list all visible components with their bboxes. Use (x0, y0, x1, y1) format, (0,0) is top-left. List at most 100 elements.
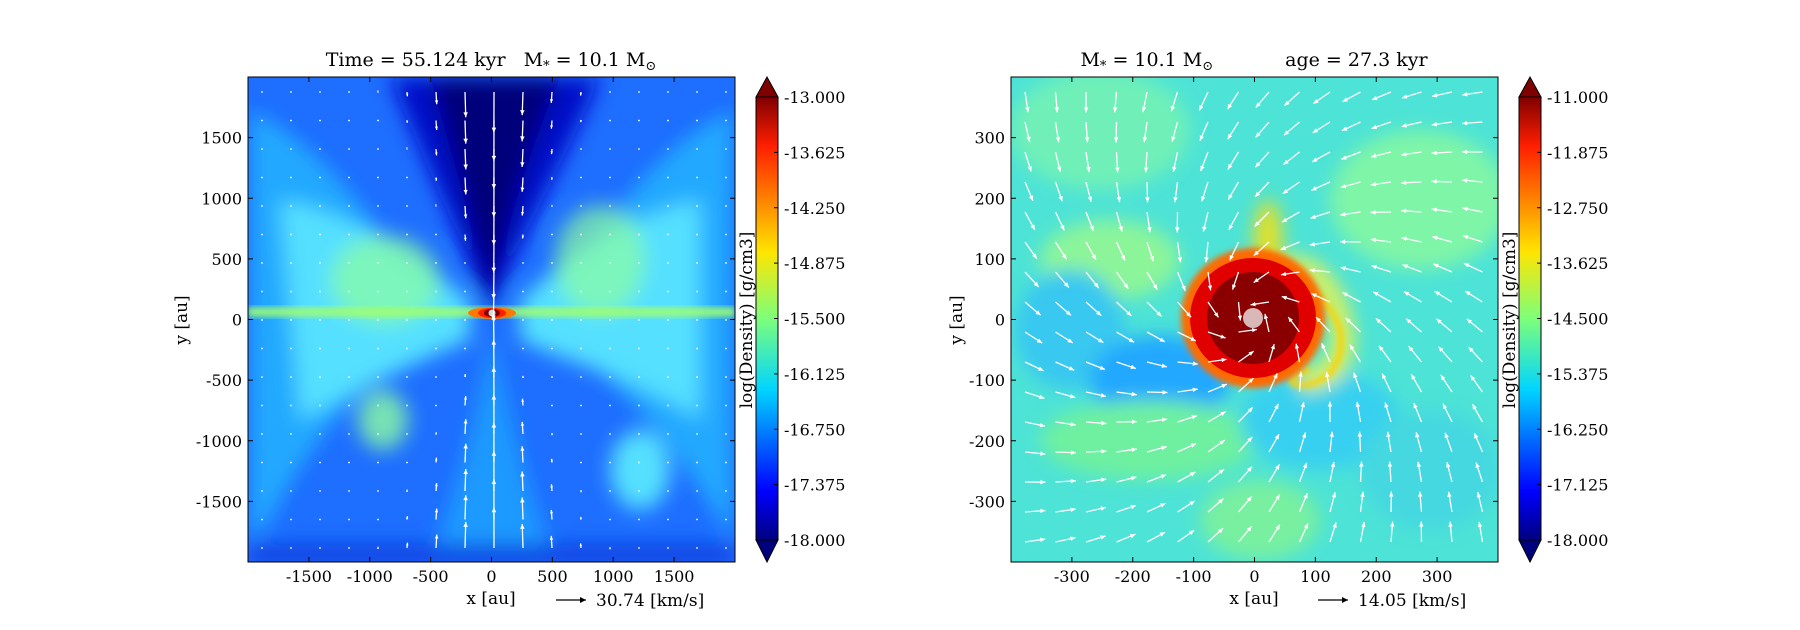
velocity-arrow (377, 176, 379, 179)
velocity-arrow-head (1353, 372, 1358, 379)
velocity-arrow-head (1476, 492, 1482, 498)
velocity-arrow-head (579, 92, 583, 96)
velocity-arrow (638, 119, 640, 122)
velocity-arrow-head (1084, 137, 1090, 143)
velocity-arrow (696, 205, 698, 207)
velocity-arrow (609, 404, 611, 407)
velocity-arrow-head (1462, 149, 1468, 155)
velocity-arrow (667, 205, 669, 207)
velocity-arrow-head (1247, 407, 1253, 413)
velocity-arrow (725, 376, 727, 378)
velocity-arrow (290, 233, 292, 236)
left-ytick-label: -500 (206, 371, 242, 390)
velocity-arrow (406, 233, 408, 236)
velocity-arrow-head (1431, 179, 1437, 184)
velocity-arrow (261, 205, 263, 207)
velocity-arrow (435, 290, 437, 293)
velocity-arrow-head (1228, 194, 1233, 200)
velocity-arrow (609, 461, 611, 464)
velocity-arrow-head (491, 339, 496, 345)
velocity-arrow-head (1357, 431, 1363, 437)
velocity-arrow-head (491, 366, 497, 372)
velocity-arrow-head (520, 446, 525, 451)
velocity-arrow-head (1217, 528, 1224, 534)
velocity-arrow (580, 205, 582, 207)
velocity-arrow-head (1028, 195, 1034, 201)
velocity-arrow-head (550, 151, 554, 155)
velocity-arrow (638, 518, 640, 521)
velocity-arrow-head (1188, 530, 1195, 535)
velocity-arrow-head (434, 204, 437, 207)
velocity-arrow-head (521, 235, 525, 239)
velocity-arrow (638, 433, 640, 435)
velocity-arrow-head (1161, 445, 1167, 451)
velocity-arrow-head (609, 547, 612, 550)
velocity-arrow-head (520, 162, 525, 167)
velocity-arrow (261, 290, 263, 293)
velocity-arrow (377, 119, 379, 122)
velocity-arrow-head (1466, 318, 1473, 324)
right-colorbar-tick-label: -18.000 (1547, 531, 1608, 550)
velocity-arrow-head (1096, 310, 1102, 316)
velocity-arrow (609, 376, 611, 378)
velocity-arrow-head (1040, 451, 1046, 456)
right-colorbar-tick-label: -12.750 (1547, 199, 1608, 218)
velocity-arrow-head (1298, 371, 1303, 377)
velocity-arrow-head (1447, 491, 1452, 498)
velocity-arrow (406, 404, 408, 407)
velocity-arrow-head (1248, 351, 1254, 356)
velocity-arrow-head (1419, 521, 1424, 527)
velocity-arrow-head (1250, 301, 1256, 307)
velocity-arrow-head (1359, 461, 1364, 467)
velocity-arrow (290, 518, 292, 521)
velocity-arrow-head (1274, 434, 1280, 440)
velocity-arrow (580, 433, 582, 435)
velocity-arrow-head (520, 110, 525, 116)
velocity-arrow-head (1417, 491, 1423, 497)
velocity-arrow-head (1086, 166, 1091, 173)
velocity-arrow-head (1253, 250, 1259, 256)
velocity-arrow-head (1315, 317, 1322, 323)
velocity-arrow-head (1161, 417, 1168, 423)
velocity-arrow-head (1436, 318, 1442, 324)
velocity-arrow (696, 176, 698, 179)
velocity-arrow (609, 319, 611, 321)
velocity-arrow (319, 148, 321, 150)
velocity-arrow-head (1329, 431, 1334, 437)
velocity-arrow (551, 347, 553, 350)
right-ytick-label: 300 (974, 129, 1005, 148)
velocity-arrow (551, 319, 553, 321)
velocity-arrow-head (1349, 344, 1355, 350)
velocity-arrow-head (1030, 224, 1035, 230)
velocity-arrow-head (1401, 123, 1407, 128)
velocity-arrow (638, 290, 640, 293)
velocity-arrow-head (1189, 472, 1196, 477)
velocity-arrow (319, 404, 321, 407)
velocity-arrow (667, 547, 669, 549)
velocity-arrow-head (405, 542, 409, 546)
velocity-arrow-head (1402, 264, 1408, 269)
velocity-arrow-head (1301, 432, 1307, 438)
velocity-arrow-head (1070, 536, 1076, 541)
velocity-arrow-head (550, 177, 554, 180)
velocity-arrow-head (1331, 492, 1337, 498)
velocity-arrow (609, 518, 611, 521)
left-colorbar-tick-label: -17.375 (784, 476, 845, 495)
velocity-arrow-head (1247, 436, 1253, 443)
velocity-arrow (290, 347, 292, 350)
velocity-arrow (609, 290, 611, 293)
velocity-arrow-head (1390, 521, 1395, 527)
velocity-arrow-head (1087, 196, 1093, 202)
velocity-arrow-head (1026, 136, 1031, 142)
velocity-arrow-head (1432, 93, 1438, 98)
velocity-arrow (348, 148, 350, 150)
velocity-arrow-head (1375, 318, 1382, 324)
velocity-arrow-head (1130, 364, 1136, 370)
velocity-arrow-head (1312, 128, 1319, 133)
velocity-arrow (406, 347, 408, 350)
velocity-arrow-head (1468, 347, 1474, 353)
velocity-arrow-head (1303, 493, 1308, 499)
velocity-arrow (638, 461, 640, 464)
velocity-arrow-head (521, 398, 525, 402)
velocity-arrow-head (463, 214, 468, 219)
